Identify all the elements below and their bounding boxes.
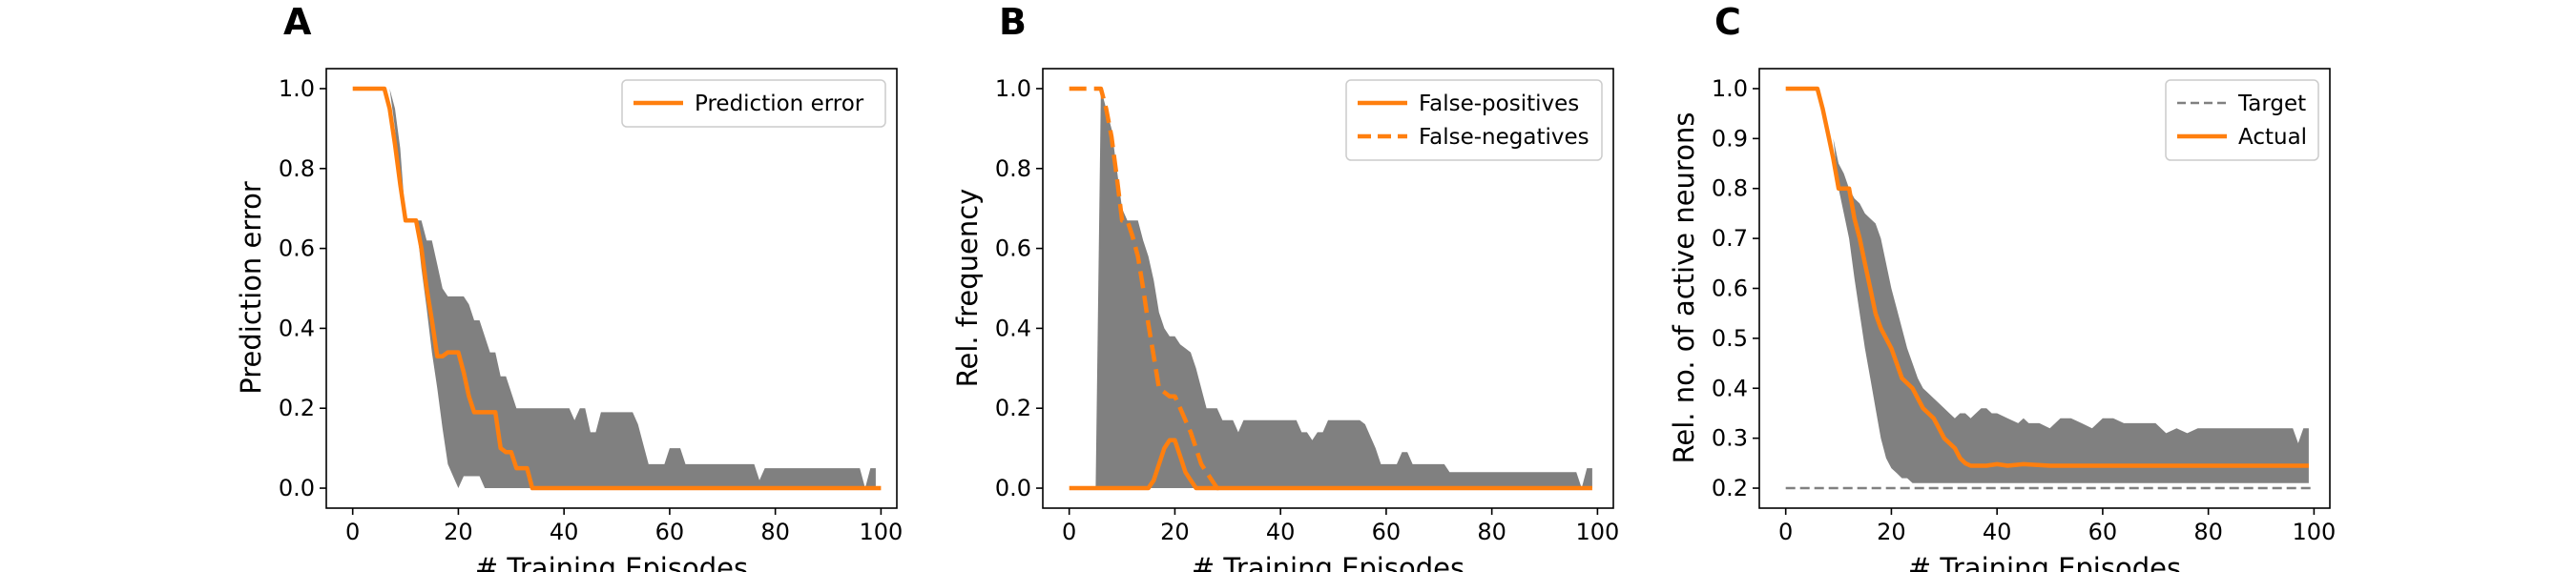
panel-b-xtick-label-1: 20 <box>1160 519 1190 545</box>
panel-a-xtick-label-0: 0 <box>345 519 360 545</box>
panel-a-xtick-label-1: 20 <box>444 519 473 545</box>
panel-a-axes-border <box>325 68 898 509</box>
panel-a: A 0 20 40 60 80 100 0.0 0.2 0.4 0.6 0.8 1.0 # Trai… <box>235 1 903 572</box>
panel-b-xtick-label-5: 100 <box>1575 519 1619 545</box>
panel-b-yticks: 0.0 0.2 0.4 0.6 0.8 1.0 <box>995 75 1043 501</box>
panel-b-legend-box <box>1345 79 1603 161</box>
panel-b-xtick-label-3: 60 <box>1372 519 1402 545</box>
panel-a-ytick-label-0: 0.0 <box>279 475 315 501</box>
panel-c-ytick-label-7: 0.9 <box>1712 125 1748 152</box>
panel-b-legend: False-positives False-negatives <box>1345 79 1603 161</box>
panel-c-ytick-label-8: 1.0 <box>1712 75 1748 102</box>
panel-a-ytick-label-4: 0.8 <box>279 155 315 182</box>
panel-a-ytick-label-2: 0.4 <box>279 315 315 341</box>
panel-c-series-line-1 <box>1785 86 2309 468</box>
panel-b-legend-label-1: False-negatives <box>1419 125 1589 150</box>
panel-a-legend: Prediction error <box>621 79 886 128</box>
panel-a-series-line-0 <box>352 86 882 491</box>
panel-b-series-line-0 <box>1069 438 1592 491</box>
panel-a-series <box>352 86 882 491</box>
panel-a-legend-box <box>621 79 886 128</box>
panel-a-ytick-label-5: 1.0 <box>279 75 315 102</box>
panel-letter-a: A <box>283 1 312 43</box>
panel-a-bands <box>352 89 876 488</box>
panel-c-xtick-label-4: 80 <box>2193 519 2223 545</box>
panel-b-ytick-label-2: 0.4 <box>995 315 1031 341</box>
panel-b-xtick-label-0: 0 <box>1062 519 1076 545</box>
panel-a-xtick-label-3: 60 <box>655 519 685 545</box>
panel-c-ytick-label-0: 0.2 <box>1712 475 1748 501</box>
panel-c-range-band-0 <box>1785 89 2309 483</box>
panel-a-ytick-label-3: 0.6 <box>279 235 315 262</box>
panel-b-xlabel: # Training Episodes <box>1192 552 1465 572</box>
panel-c-ytick-label-4: 0.6 <box>1712 276 1748 302</box>
panel-b-ytick-label-0: 0.0 <box>995 475 1031 501</box>
panel-b-range-band-0 <box>1069 89 1592 488</box>
panel-a-xticks: 0 20 40 60 80 100 <box>345 508 903 545</box>
panel-a-xtick-label-5: 100 <box>859 519 903 545</box>
panel-a-xtick-label-4: 80 <box>760 519 790 545</box>
panel-a-legend-label-0: Prediction error <box>695 92 864 116</box>
panel-c-ytick-label-1: 0.3 <box>1712 425 1748 452</box>
panel-c-ylabel: Rel. no. of active neurons <box>1668 112 1700 464</box>
panel-letter-c: C <box>1714 1 1741 43</box>
panel-b-ytick-label-3: 0.6 <box>995 235 1031 262</box>
panel-c-ytick-label-3: 0.5 <box>1712 325 1748 352</box>
panel-letter-b: B <box>999 1 1027 43</box>
panel-c-legend: Target Actual <box>2165 79 2319 161</box>
panel-c: C 0 20 40 60 80 100 0.2 0.3 0.4 0.5 0.6 0.7 0.8 0.9 1… <box>1668 1 2336 572</box>
panel-c-legend-box <box>2165 79 2319 161</box>
panel-c-ytick-label-2: 0.4 <box>1712 375 1748 401</box>
panel-b-xtick-label-4: 80 <box>1477 519 1506 545</box>
panel-a-yticks: 0.0 0.2 0.4 0.6 0.8 1.0 <box>279 75 326 501</box>
panel-c-ytick-label-5: 0.7 <box>1712 225 1748 252</box>
panel-a-ylabel: Prediction error <box>235 181 267 395</box>
panel-b-axes-border <box>1042 68 1614 509</box>
panel-c-series <box>1785 86 2315 490</box>
panel-c-xtick-label-2: 40 <box>1983 519 2012 545</box>
panel-a-xlabel: # Training Episodes <box>475 552 748 572</box>
panel-a-ytick-label-1: 0.2 <box>279 395 315 421</box>
panel-c-xtick-label-3: 60 <box>2088 519 2118 545</box>
panel-a-xtick-label-2: 40 <box>550 519 579 545</box>
panel-c-legend-label-1: Actual <box>2238 125 2307 150</box>
panel-c-xtick-label-1: 20 <box>1877 519 1906 545</box>
panel-b-xticks: 0 20 40 60 80 100 <box>1062 508 1619 545</box>
panel-c-yticks: 0.2 0.3 0.4 0.5 0.6 0.7 0.8 0.9 1.0 <box>1712 75 1759 501</box>
panel-b-ytick-label-4: 0.8 <box>995 155 1031 182</box>
panel-c-xtick-label-0: 0 <box>1778 519 1793 545</box>
panel-c-legend-label-0: Target <box>2237 92 2306 116</box>
panel-b-ytick-label-1: 0.2 <box>995 395 1031 421</box>
panel-b-series-line-1 <box>1069 86 1223 491</box>
panel-b-legend-label-0: False-positives <box>1419 92 1579 116</box>
panel-b-series <box>1069 86 1592 491</box>
panel-c-xtick-label-5: 100 <box>2292 519 2336 545</box>
panel-a-range-band-0 <box>352 89 876 488</box>
panel-c-xticks: 0 20 40 60 80 100 <box>1778 508 2336 545</box>
panel-b: B 0 20 40 60 80 100 0.0 0.2 0.4 0.6 0.8 1.0 # Trai… <box>951 1 1619 572</box>
panel-c-ytick-label-6: 0.8 <box>1712 175 1748 202</box>
panel-c-bands <box>1785 89 2309 483</box>
panel-b-ytick-label-5: 1.0 <box>995 75 1031 102</box>
panel-c-xlabel: # Training Episodes <box>1908 552 2181 572</box>
panel-b-xtick-label-2: 40 <box>1266 519 1296 545</box>
panel-b-bands <box>1069 89 1592 488</box>
panel-b-ylabel: Rel. frequency <box>951 189 984 388</box>
